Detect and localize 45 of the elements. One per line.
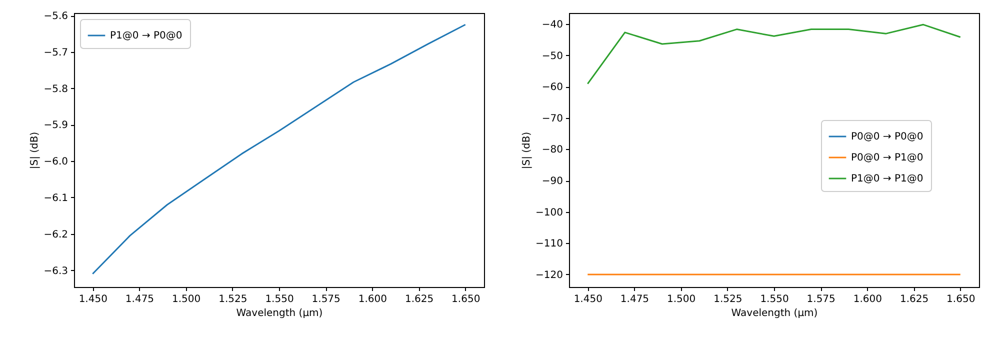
y-tick-label: −5.8 [44, 84, 68, 95]
y-tick-label: −70 [542, 113, 563, 124]
y-tick-label: −6.0 [44, 156, 68, 168]
x-tick-label: 1.650 [452, 294, 480, 305]
y-tick-label: −6.3 [44, 266, 68, 277]
x-tick-label: 1.575 [312, 294, 340, 305]
x-tick-label: 1.575 [806, 294, 836, 305]
x-tick-label: 1.450 [78, 294, 108, 305]
y-tick-label: −50 [542, 50, 563, 62]
x-axis-title: Wavelength (µm) [236, 308, 323, 319]
legend-label: P0@0 → P0@0 [851, 132, 924, 142]
x-tick-label: 1.475 [125, 294, 154, 305]
x-tick-label: 1.525 [714, 294, 742, 305]
x-tick-label: 1.500 [172, 294, 201, 305]
x-tick-label: 1.600 [358, 294, 387, 305]
y-tick-label: −5.7 [44, 47, 68, 58]
y-tick-label: −100 [536, 207, 563, 218]
line-series [92, 24, 466, 275]
y-tick-label: −40 [542, 19, 563, 30]
x-axis-title: Wavelength (µm) [731, 308, 818, 319]
x-tick-label: 1.600 [853, 294, 882, 305]
y-tick-label: −110 [536, 238, 563, 250]
x-tick-label: 1.550 [760, 294, 789, 305]
y-tick-label: −60 [542, 82, 563, 94]
x-tick-label: 1.475 [620, 294, 650, 305]
line-series [586, 24, 962, 85]
y-tick-label: −5.6 [44, 11, 68, 22]
y-tick-label: −6.1 [44, 192, 68, 204]
x-tick-label: 1.500 [667, 294, 696, 305]
y-tick-label: −6.2 [44, 229, 68, 240]
y-tick-label: −5.9 [44, 120, 68, 132]
x-tick-label: 1.525 [218, 294, 248, 305]
legend-label: P1@0 → P0@0 [110, 30, 182, 42]
x-tick-label: 1.550 [265, 294, 294, 305]
legend-label: P0@0 → P1@0 [851, 152, 924, 164]
x-tick-label: 1.650 [946, 294, 976, 305]
y-tick-label: −80 [542, 144, 563, 156]
x-tick-label: 1.450 [574, 294, 602, 305]
x-tick-label: 1.625 [404, 294, 434, 305]
legend-label: P1@0 → P1@0 [851, 174, 924, 184]
y-tick-label: −90 [542, 176, 563, 188]
y-tick-label: −120 [536, 270, 563, 281]
y-axis-title: |S| (dB) [30, 132, 41, 170]
x-tick-label: 1.625 [900, 294, 929, 305]
y-axis-title: |S| (dB) [522, 132, 533, 170]
